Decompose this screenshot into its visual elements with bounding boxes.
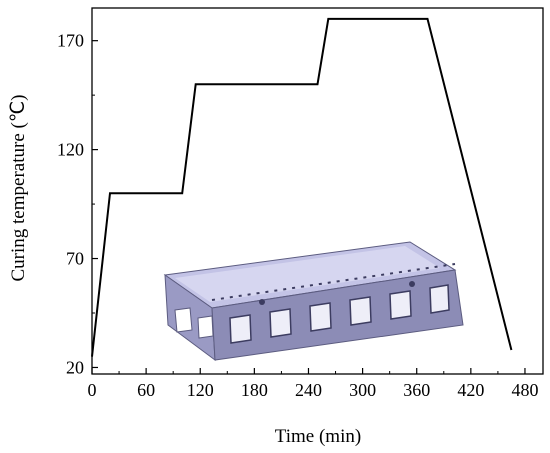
y-tick-label: 20 [66,357,84,377]
x-tick-label: 480 [511,380,538,400]
series-layer [91,17,513,357]
y-tick-label: 70 [66,249,84,269]
x-tick-label: 180 [241,380,268,400]
x-tick-label: 0 [88,380,97,400]
plot-frame: 0 60 120 180 240 300 360 420 480 20 70 120 170 [57,7,544,400]
x-tick-label: 420 [457,380,484,400]
x-tick-label: 360 [403,380,430,400]
y-axis-title: Curing temperature (℃) [8,95,29,282]
y-tick-label: 120 [57,140,84,160]
mold-inset-image [163,241,464,362]
plot-border [91,7,544,375]
y-tick-label: 170 [57,31,84,51]
x-tick-label: 60 [137,380,155,400]
x-tick-label: 120 [187,380,214,400]
x-tick-label: 240 [295,380,322,400]
x-tick-label: 300 [349,380,376,400]
axis-labels: Time (min) Curing temperature (℃) [8,95,361,448]
x-axis-title: Time (min) [275,426,361,447]
curing-temperature-line [91,17,513,357]
